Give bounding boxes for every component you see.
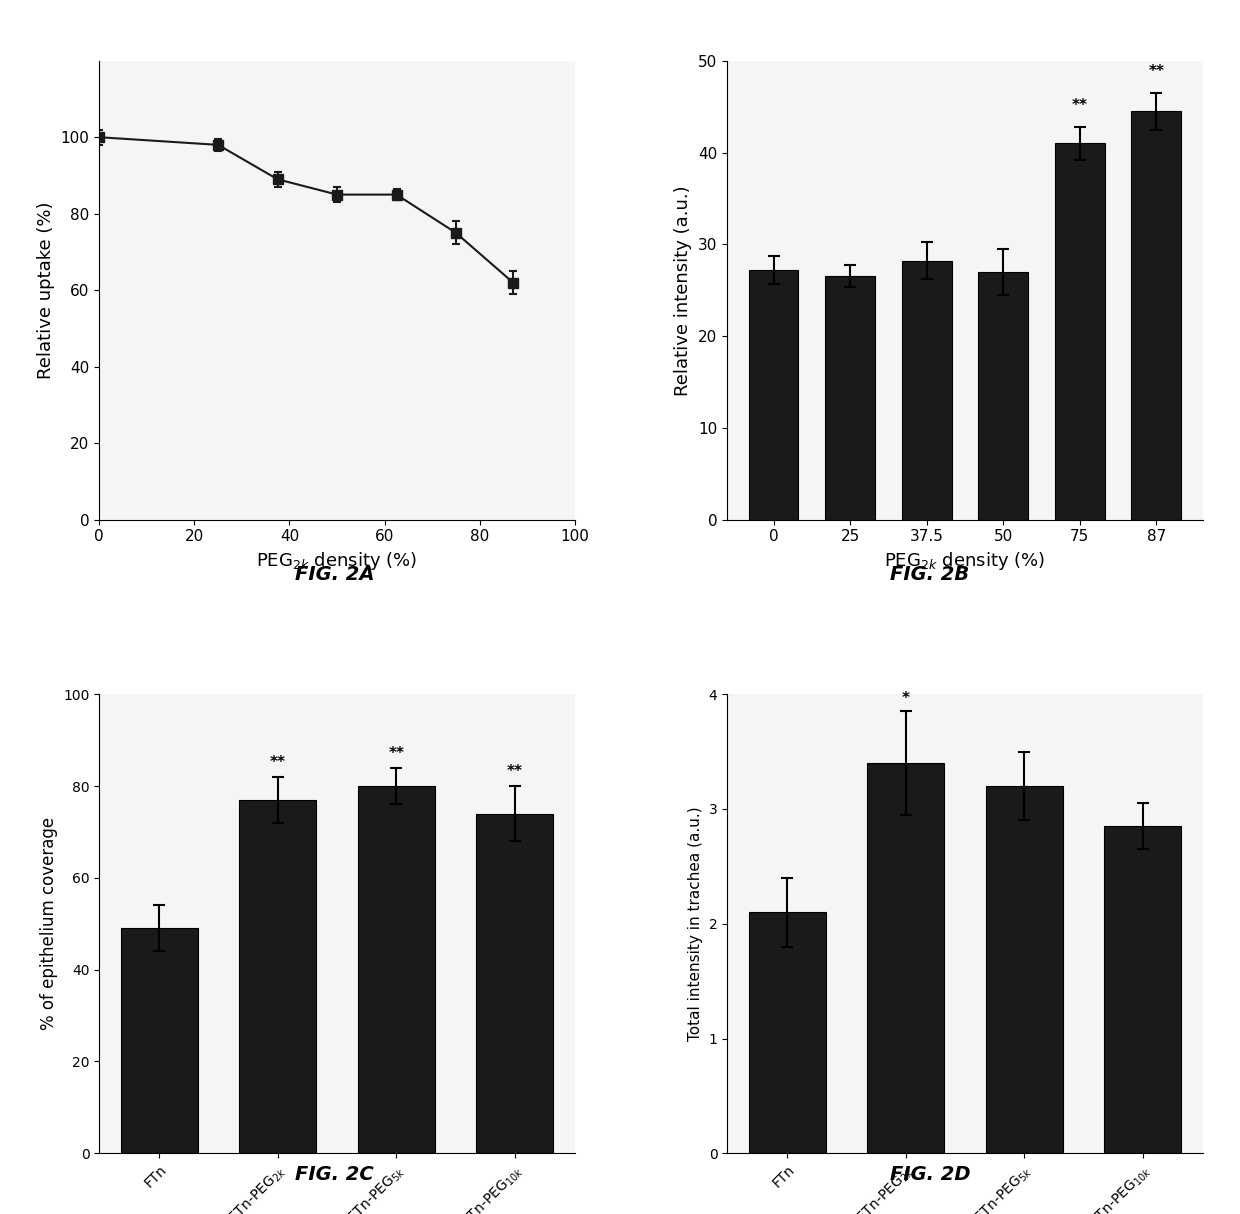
X-axis label: PEG$_{2k}$ density (%): PEG$_{2k}$ density (%) (884, 550, 1045, 572)
Text: FIG. 2B: FIG. 2B (890, 565, 970, 584)
Text: *: * (901, 691, 910, 705)
Bar (986, 785, 1063, 1153)
Bar (1104, 827, 1182, 1153)
Text: FIG. 2C: FIG. 2C (295, 1165, 374, 1185)
Bar (358, 785, 435, 1153)
X-axis label: PEG$_{2k}$ density (%): PEG$_{2k}$ density (%) (257, 550, 418, 572)
Text: **: ** (507, 764, 523, 779)
Bar (901, 261, 951, 520)
Bar (476, 813, 553, 1153)
Bar (826, 277, 875, 520)
Text: **: ** (1148, 64, 1164, 79)
Bar (1131, 112, 1182, 520)
Text: **: ** (388, 745, 404, 761)
Text: FIG. 2A: FIG. 2A (295, 565, 374, 584)
Text: **: ** (270, 755, 285, 770)
Bar (749, 912, 826, 1153)
Bar (749, 270, 799, 520)
Y-axis label: Total intensity in trachea (a.u.): Total intensity in trachea (a.u.) (688, 806, 703, 1042)
Y-axis label: % of epithelium coverage: % of epithelium coverage (40, 817, 57, 1031)
Text: **: ** (1071, 98, 1087, 113)
Text: FIG. 2D: FIG. 2D (889, 1165, 971, 1185)
Bar (120, 929, 198, 1153)
Bar (867, 764, 944, 1153)
Bar (978, 272, 1028, 520)
Bar (239, 800, 316, 1153)
Y-axis label: Relative uptake (%): Relative uptake (%) (37, 202, 55, 379)
Bar (1055, 143, 1105, 520)
Y-axis label: Relative intensity (a.u.): Relative intensity (a.u.) (675, 185, 692, 396)
